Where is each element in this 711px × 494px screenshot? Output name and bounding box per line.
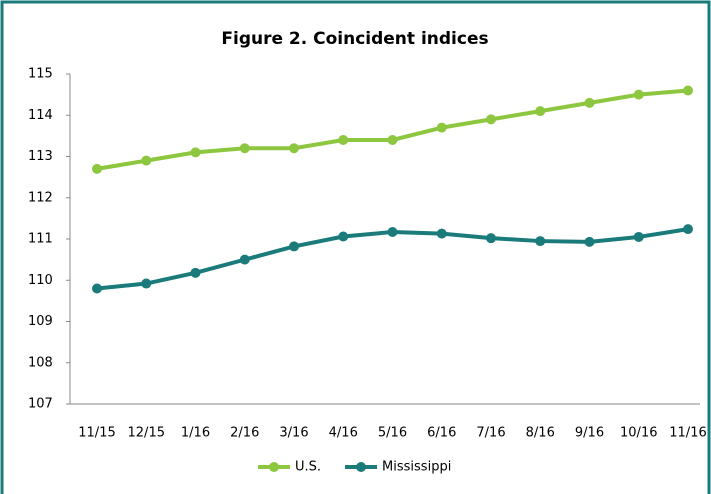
point <box>486 114 496 125</box>
y-tick-label: 108 <box>28 355 53 370</box>
point <box>289 143 299 154</box>
x-tick-label: 4/16 <box>329 426 358 441</box>
legend-label: Mississippi <box>382 460 451 475</box>
x-tick-label: 6/16 <box>427 426 456 441</box>
point <box>190 267 201 278</box>
point <box>387 226 398 237</box>
point <box>338 231 349 242</box>
x-tick-label: 11/16 <box>669 426 706 441</box>
point <box>584 97 595 108</box>
legend-marker <box>269 462 279 472</box>
point <box>239 143 250 154</box>
y-tick-label: 110 <box>28 273 53 288</box>
x-tick-label: 10/16 <box>620 426 657 441</box>
point <box>92 163 102 174</box>
point <box>190 147 201 158</box>
point <box>683 85 693 96</box>
chart-title: Figure 2. Coincident indices <box>221 29 488 49</box>
point <box>633 89 644 100</box>
x-tick-label: 11/15 <box>78 426 115 441</box>
x-tick-label: 8/16 <box>526 426 555 441</box>
point <box>387 135 398 145</box>
point <box>92 283 102 294</box>
x-tick-label: 9/16 <box>575 426 604 441</box>
x-tick-label: 3/16 <box>279 426 308 441</box>
x-tick-label: 2/16 <box>230 426 259 441</box>
point <box>338 135 349 145</box>
x-tick-label: 7/16 <box>476 426 505 441</box>
point <box>141 155 152 166</box>
x-tick-label: 12/15 <box>128 426 165 441</box>
point <box>633 231 644 242</box>
point <box>584 236 595 247</box>
point <box>535 236 546 247</box>
x-tick-label: 1/16 <box>181 426 210 441</box>
legend-label: U.S. <box>295 460 321 475</box>
point <box>535 106 546 117</box>
point <box>289 241 299 252</box>
legend-marker <box>356 462 367 472</box>
y-tick-label: 111 <box>28 232 53 247</box>
y-tick-label: 115 <box>28 67 53 82</box>
x-tick-label: 5/16 <box>378 426 407 441</box>
point <box>486 233 496 244</box>
point <box>436 228 447 239</box>
y-tick-label: 114 <box>28 108 53 123</box>
y-tick-label: 107 <box>28 397 53 412</box>
point <box>141 278 152 289</box>
y-tick-label: 112 <box>28 190 53 205</box>
point <box>239 254 250 265</box>
point <box>683 224 693 235</box>
y-tick-label: 109 <box>28 314 53 329</box>
y-tick-label: 113 <box>28 149 53 164</box>
point <box>436 122 447 133</box>
